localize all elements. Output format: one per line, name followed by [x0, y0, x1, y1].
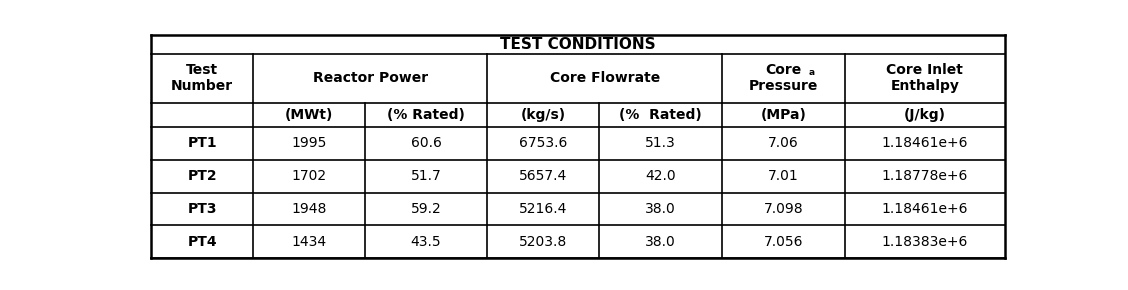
Text: 7.01: 7.01: [768, 169, 799, 183]
Text: 5203.8: 5203.8: [519, 235, 567, 249]
Text: 1702: 1702: [291, 169, 326, 183]
Text: Core
Pressure: Core Pressure: [749, 63, 818, 93]
Text: 59.2: 59.2: [411, 202, 441, 216]
Text: Core Flowrate: Core Flowrate: [549, 71, 660, 85]
Text: 7.056: 7.056: [764, 235, 803, 249]
Text: 6753.6: 6753.6: [519, 136, 567, 151]
Text: 1.18778e+6: 1.18778e+6: [882, 169, 968, 183]
Text: 1.18461e+6: 1.18461e+6: [881, 136, 968, 151]
Text: (MPa): (MPa): [760, 108, 807, 122]
Text: PT4: PT4: [187, 235, 217, 249]
Text: Core Inlet
Enthalpy: Core Inlet Enthalpy: [887, 63, 963, 93]
Text: TEST CONDITIONS: TEST CONDITIONS: [501, 37, 655, 52]
Text: 38.0: 38.0: [645, 202, 676, 216]
Text: 1.18461e+6: 1.18461e+6: [881, 202, 968, 216]
Text: 1434: 1434: [291, 235, 326, 249]
Text: PT1: PT1: [187, 136, 217, 151]
Text: 51.3: 51.3: [645, 136, 676, 151]
Text: 51.7: 51.7: [411, 169, 441, 183]
Text: 38.0: 38.0: [645, 235, 676, 249]
Text: a: a: [809, 68, 814, 77]
Text: (MWt): (MWt): [284, 108, 333, 122]
Text: 60.6: 60.6: [411, 136, 441, 151]
Text: PT2: PT2: [187, 169, 217, 183]
Text: Test
Number: Test Number: [171, 63, 233, 93]
Text: 1.18383e+6: 1.18383e+6: [882, 235, 968, 249]
Text: (%  Rated): (% Rated): [619, 108, 702, 122]
Text: 5657.4: 5657.4: [519, 169, 567, 183]
Text: 7.06: 7.06: [768, 136, 799, 151]
Text: (J/kg): (J/kg): [904, 108, 945, 122]
Text: (kg/s): (kg/s): [521, 108, 566, 122]
Text: 1995: 1995: [291, 136, 326, 151]
Text: 42.0: 42.0: [645, 169, 676, 183]
Text: 7.098: 7.098: [764, 202, 803, 216]
Text: (% Rated): (% Rated): [387, 108, 465, 122]
Text: Reactor Power: Reactor Power: [312, 71, 428, 85]
Text: PT3: PT3: [187, 202, 217, 216]
Text: 5216.4: 5216.4: [519, 202, 567, 216]
Text: 43.5: 43.5: [411, 235, 441, 249]
Text: 1948: 1948: [291, 202, 326, 216]
